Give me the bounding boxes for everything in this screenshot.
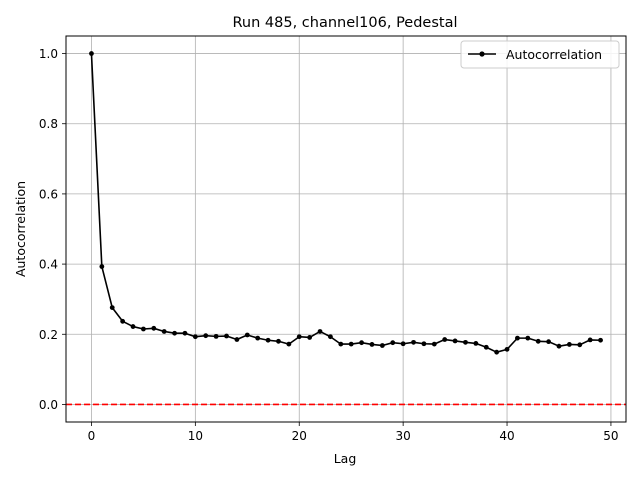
autocorrelation-data-point: [463, 339, 468, 345]
autocorrelation-data-point: [151, 325, 157, 331]
autocorrelation-data-point: [379, 343, 385, 348]
autocorrelation-data-point: [504, 346, 510, 352]
chart-title: Run 485, channel106, Pedestal: [232, 15, 457, 31]
autocorrelation-data-point: [515, 335, 520, 341]
x-tick-label: 50: [603, 429, 618, 443]
y-tick-label: 0.8: [39, 117, 58, 131]
x-tick-label: 40: [499, 429, 514, 443]
autocorrelation-data-point: [203, 333, 209, 339]
y-axis-label: Autocorrelation: [13, 181, 28, 277]
autocorrelation-data-point: [234, 337, 240, 342]
x-tick-label: 10: [188, 429, 203, 443]
x-tick-label: 20: [292, 429, 307, 443]
autocorrelation-data-point: [546, 339, 551, 345]
autocorrelation-data-point: [109, 305, 115, 311]
autocorrelation-data-point: [359, 340, 364, 346]
autocorrelation-data-point: [99, 264, 105, 269]
legend-box: [460, 40, 620, 69]
autocorrelation-data-point: [348, 341, 354, 347]
legend: Autocorrelation: [460, 40, 620, 69]
x-axis-ticks: 0 10 20 30 40 50: [88, 422, 619, 443]
autocorrelation-data-point: [328, 334, 333, 340]
y-axis-ticks: 0.0 0.2 0.4 0.6 0.8 1.0: [39, 47, 66, 412]
legend-marker-swatch: [479, 51, 485, 57]
autocorrelation-data-point: [483, 344, 489, 350]
plot-frame: [65, 35, 627, 423]
x-axis-label: Lag: [334, 451, 357, 466]
autocorrelation-data-point: [213, 333, 219, 339]
y-tick-label: 0.2: [39, 328, 58, 342]
autocorrelation-data-point: [296, 334, 302, 340]
autocorrelation-data-point: [255, 335, 261, 341]
autocorrelation-data-point: [431, 341, 437, 347]
autocorrelation-data-point: [161, 329, 167, 334]
autocorrelation-data-point: [411, 339, 416, 345]
autocorrelation-data-point: [172, 330, 177, 336]
autocorrelation-data-point: [89, 51, 94, 56]
autocorrelation-data-point: [577, 342, 583, 348]
autocorrelation-data-point: [535, 338, 541, 344]
autocorrelation-data-point: [130, 324, 136, 329]
autocorrelation-data-point: [307, 335, 313, 340]
autocorrelation-data-point: [587, 337, 593, 343]
autocorrelation-data-point: [369, 342, 375, 347]
x-tick-label: 30: [396, 429, 411, 443]
y-tick-label: 0.6: [39, 187, 58, 201]
autocorrelation-data-point: [598, 337, 603, 343]
autocorrelation-data-point: [556, 343, 562, 349]
autocorrelation-data-point: [494, 349, 500, 355]
autocorrelation-data-point: [317, 329, 323, 334]
autocorrelation-data-point: [182, 330, 188, 336]
x-tick-label: 0: [88, 429, 96, 443]
autocorrelation-data-point: [442, 337, 448, 342]
y-tick-label: 1.0: [39, 47, 58, 61]
y-tick-label: 0.0: [39, 398, 58, 412]
autocorrelation-data-point: [276, 338, 281, 344]
autocorrelation-data-point: [338, 341, 344, 347]
autocorrelation-data-point: [286, 341, 292, 347]
autocorrelation-data-point: [224, 333, 229, 339]
autocorrelation-data-point: [120, 318, 126, 324]
autocorrelation-data-point: [192, 334, 198, 340]
autocorrelation-data-point: [525, 335, 531, 341]
autocorrelation-data-point: [141, 326, 146, 332]
autocorrelation-data-point: [473, 340, 479, 346]
series-layer: [89, 51, 603, 355]
autocorrelation-data-point: [421, 341, 427, 347]
autocorrelation-data-point: [400, 341, 406, 347]
y-tick-label: 0.4: [39, 258, 58, 272]
autocorrelation-data-point: [390, 340, 396, 346]
autocorrelation-data-point: [265, 337, 271, 343]
legend-label: Autocorrelation: [506, 47, 602, 62]
autocorrelation-data-point: [244, 332, 250, 338]
autocorrelation-data-point: [566, 342, 572, 347]
autocorrelation-data-point: [452, 338, 458, 344]
